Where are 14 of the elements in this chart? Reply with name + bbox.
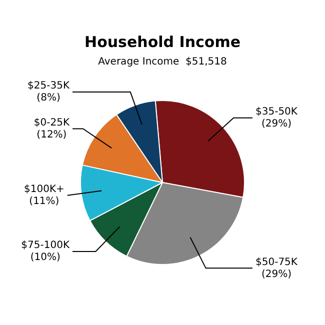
slice-label: $35-50K [255,106,298,118]
slice-label: $25-35K [28,80,70,92]
slice-label: $100K+ [24,184,64,195]
data-label: (29%) [261,268,292,280]
data-label: (10%) [30,252,60,264]
chart-subtitle: Average Income $51,518 [98,56,227,68]
data-label: (11%) [29,196,60,207]
slice-label: $0-25K [34,117,70,128]
slice-label: $75-100K [21,240,70,252]
slice-label: $50-75K [255,256,298,268]
data-label: (8%) [36,92,60,104]
data-label: (12%) [36,129,67,140]
data-label: (29%) [261,118,292,130]
chart-title: Household Income [84,32,240,51]
